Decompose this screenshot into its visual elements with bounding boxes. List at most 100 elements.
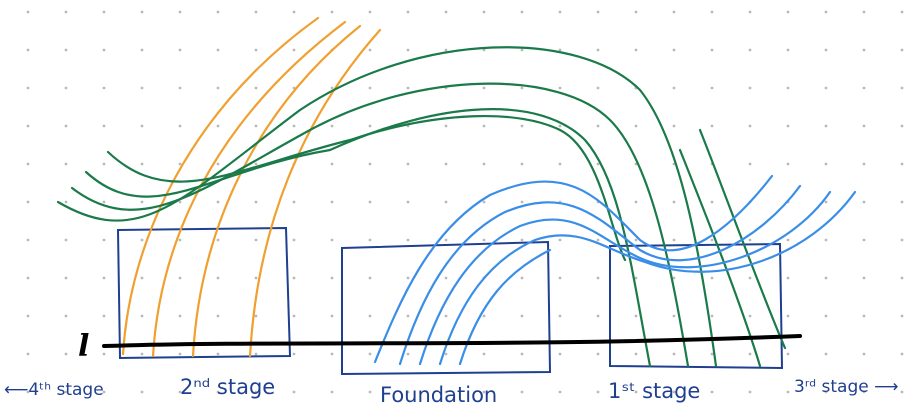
grid-dot bbox=[26, 352, 30, 356]
grid-dot bbox=[824, 352, 828, 356]
grid-dot bbox=[444, 48, 448, 52]
grid-dot bbox=[748, 276, 752, 280]
grid-dot bbox=[900, 124, 904, 128]
grid-dot bbox=[64, 352, 68, 356]
grid-dot bbox=[330, 86, 334, 90]
grid-dot bbox=[102, 10, 106, 14]
dot-grid bbox=[26, 10, 904, 394]
grid-dot bbox=[558, 10, 562, 14]
grid-dot bbox=[862, 390, 866, 394]
grid-dot bbox=[406, 276, 410, 280]
grid-dot bbox=[558, 238, 562, 242]
grid-dot bbox=[406, 314, 410, 318]
second-stage-box bbox=[116, 226, 292, 360]
grid-dot bbox=[216, 314, 220, 318]
grid-dot bbox=[292, 390, 296, 394]
grid-dot bbox=[748, 238, 752, 242]
grid-dot bbox=[368, 124, 372, 128]
foundation-box bbox=[341, 240, 552, 376]
blue-curve-1 bbox=[373, 174, 774, 364]
grid-dot bbox=[520, 238, 524, 242]
grid-dot bbox=[216, 390, 220, 394]
grid-dot bbox=[254, 48, 258, 52]
grid-dot bbox=[634, 48, 638, 52]
grid-dot bbox=[558, 162, 562, 166]
grid-dot bbox=[520, 352, 524, 356]
grid-dot bbox=[254, 124, 258, 128]
grid-dot bbox=[406, 162, 410, 166]
grid-dot bbox=[710, 314, 714, 318]
grid-dot bbox=[672, 86, 676, 90]
grid-dot bbox=[900, 48, 904, 52]
green-curve-2 bbox=[70, 82, 690, 368]
grid-dot bbox=[64, 200, 68, 204]
grid-dot bbox=[482, 162, 486, 166]
grid-dot bbox=[672, 314, 676, 318]
grid-dot bbox=[520, 314, 524, 318]
grid-dot bbox=[520, 10, 524, 14]
grid-dot bbox=[406, 48, 410, 52]
grid-dot bbox=[178, 86, 182, 90]
grid-dot bbox=[444, 200, 448, 204]
grid-dot bbox=[216, 200, 220, 204]
grid-dot bbox=[140, 124, 144, 128]
grid-dot bbox=[64, 48, 68, 52]
grid-dot bbox=[672, 48, 676, 52]
grid-dot bbox=[292, 238, 296, 242]
grid-dot bbox=[482, 314, 486, 318]
grid-dot bbox=[520, 124, 524, 128]
grid-dot bbox=[520, 276, 524, 280]
grid-dot bbox=[824, 390, 828, 394]
grid-dot bbox=[140, 276, 144, 280]
grid-dot bbox=[368, 238, 372, 242]
grid-dot bbox=[900, 390, 904, 394]
green-curve-7 bbox=[698, 128, 787, 350]
grid-dot bbox=[862, 48, 866, 52]
grid-dot bbox=[102, 276, 106, 280]
grid-dot bbox=[140, 314, 144, 318]
grid-dot bbox=[292, 276, 296, 280]
grid-dot bbox=[292, 352, 296, 356]
grid-dot bbox=[368, 314, 372, 318]
grid-dot bbox=[520, 390, 524, 394]
grid-dot bbox=[26, 162, 30, 166]
grid-dot bbox=[254, 238, 258, 242]
grid-dot bbox=[482, 238, 486, 242]
grid-dot bbox=[558, 352, 562, 356]
grid-dot bbox=[216, 86, 220, 90]
grid-dot bbox=[26, 48, 30, 52]
grid-dot bbox=[64, 238, 68, 242]
grid-dot bbox=[634, 238, 638, 242]
grid-dot bbox=[786, 10, 790, 14]
grid-dot bbox=[482, 352, 486, 356]
grid-dot bbox=[26, 390, 30, 394]
grid-dot bbox=[748, 86, 752, 90]
grid-dot bbox=[900, 314, 904, 318]
stage-boxes bbox=[116, 226, 784, 376]
grid-dot bbox=[672, 200, 676, 204]
grid-dot bbox=[672, 276, 676, 280]
label-fourth-stage: ⟵4ᵗʰ stage bbox=[4, 380, 104, 400]
grid-dot bbox=[444, 276, 448, 280]
grid-dot bbox=[64, 124, 68, 128]
grid-dot bbox=[406, 86, 410, 90]
grid-dot bbox=[824, 86, 828, 90]
grid-dot bbox=[596, 314, 600, 318]
grid-dot bbox=[596, 238, 600, 242]
green-curve-3 bbox=[84, 108, 652, 368]
grid-dot bbox=[748, 314, 752, 318]
grid-dot bbox=[482, 390, 486, 394]
grid-dot bbox=[178, 314, 182, 318]
green-curves bbox=[56, 46, 787, 368]
grid-dot bbox=[178, 238, 182, 242]
grid-dot bbox=[482, 86, 486, 90]
grid-dot bbox=[900, 276, 904, 280]
grid-dot bbox=[140, 200, 144, 204]
grid-dot bbox=[596, 86, 600, 90]
grid-dot bbox=[64, 86, 68, 90]
grid-dot bbox=[406, 352, 410, 356]
grid-dot bbox=[900, 200, 904, 204]
grid-dot bbox=[292, 10, 296, 14]
grid-dot bbox=[216, 124, 220, 128]
